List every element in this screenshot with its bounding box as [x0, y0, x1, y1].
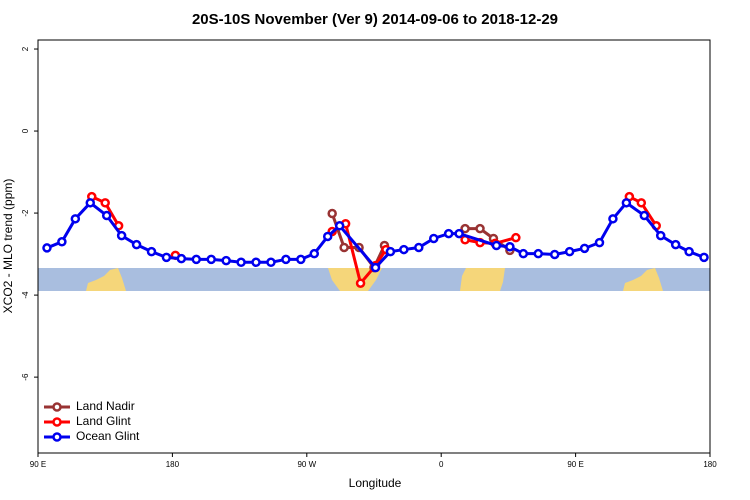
x-tick-label: 90 W [297, 460, 316, 469]
point [594, 237, 605, 248]
y-axis-label: XCO2 - MLO trend (ppm) [1, 179, 15, 314]
point [161, 252, 172, 263]
x-tick-label: 0 [439, 460, 444, 469]
point [511, 232, 521, 243]
map-strip [38, 268, 710, 291]
x-axis-label: Longitude [349, 476, 402, 490]
point [636, 198, 647, 208]
x-tick-label: 90 E [30, 460, 46, 469]
point [454, 228, 464, 239]
y-tick-label: -6 [21, 373, 30, 381]
x-tick-label: 180 [703, 460, 717, 469]
point [443, 228, 454, 239]
point [549, 249, 560, 260]
legend-label: Ocean Glint [76, 429, 140, 443]
point [176, 253, 187, 264]
point [281, 254, 291, 265]
x-tick-label: 90 E [567, 460, 583, 469]
point [505, 241, 515, 252]
point [414, 242, 424, 253]
legend-marker [52, 432, 62, 442]
point [579, 243, 590, 254]
point [85, 198, 96, 208]
point [385, 246, 396, 257]
point [42, 243, 52, 253]
point [334, 221, 345, 231]
point [684, 246, 694, 257]
point [57, 237, 67, 247]
point [100, 198, 110, 208]
legend-marker [52, 402, 62, 412]
point [146, 246, 157, 257]
point [266, 257, 276, 268]
point [101, 210, 112, 221]
y-tick-label: -4 [21, 291, 30, 299]
point [518, 248, 529, 259]
plot-frame [37, 39, 711, 454]
point [70, 214, 81, 224]
point [428, 233, 439, 244]
legend-label: Land Nadir [76, 399, 135, 413]
land [460, 268, 505, 291]
point [399, 244, 409, 255]
series-line [46, 200, 705, 270]
legend-marker [52, 417, 62, 427]
point [327, 208, 337, 219]
point [221, 255, 231, 266]
point [131, 239, 142, 250]
point [322, 231, 333, 242]
point [309, 248, 320, 259]
point [564, 246, 575, 257]
land [623, 268, 663, 291]
point [236, 257, 246, 268]
legend-label: Land Glint [76, 414, 131, 428]
point [206, 254, 216, 265]
y-tick-label: 2 [21, 46, 30, 51]
point [296, 254, 306, 265]
point [370, 262, 381, 273]
chart-title: 20S-10S November (Ver 9) 2014-09-06 to 2… [192, 11, 558, 28]
land [86, 268, 126, 291]
point [670, 239, 681, 250]
point [355, 278, 366, 288]
point [639, 210, 650, 221]
y-tick-label: 0 [21, 128, 30, 133]
point [339, 242, 349, 253]
point [251, 257, 261, 268]
point [460, 223, 470, 234]
point [475, 223, 485, 234]
point [533, 248, 544, 259]
point [655, 230, 666, 241]
point [116, 230, 127, 241]
point [621, 198, 632, 208]
x-tick-label: 180 [166, 460, 180, 469]
point [699, 252, 709, 263]
y-tick-label: -2 [21, 209, 30, 217]
point [491, 240, 502, 251]
point [608, 214, 618, 224]
point [191, 254, 202, 265]
